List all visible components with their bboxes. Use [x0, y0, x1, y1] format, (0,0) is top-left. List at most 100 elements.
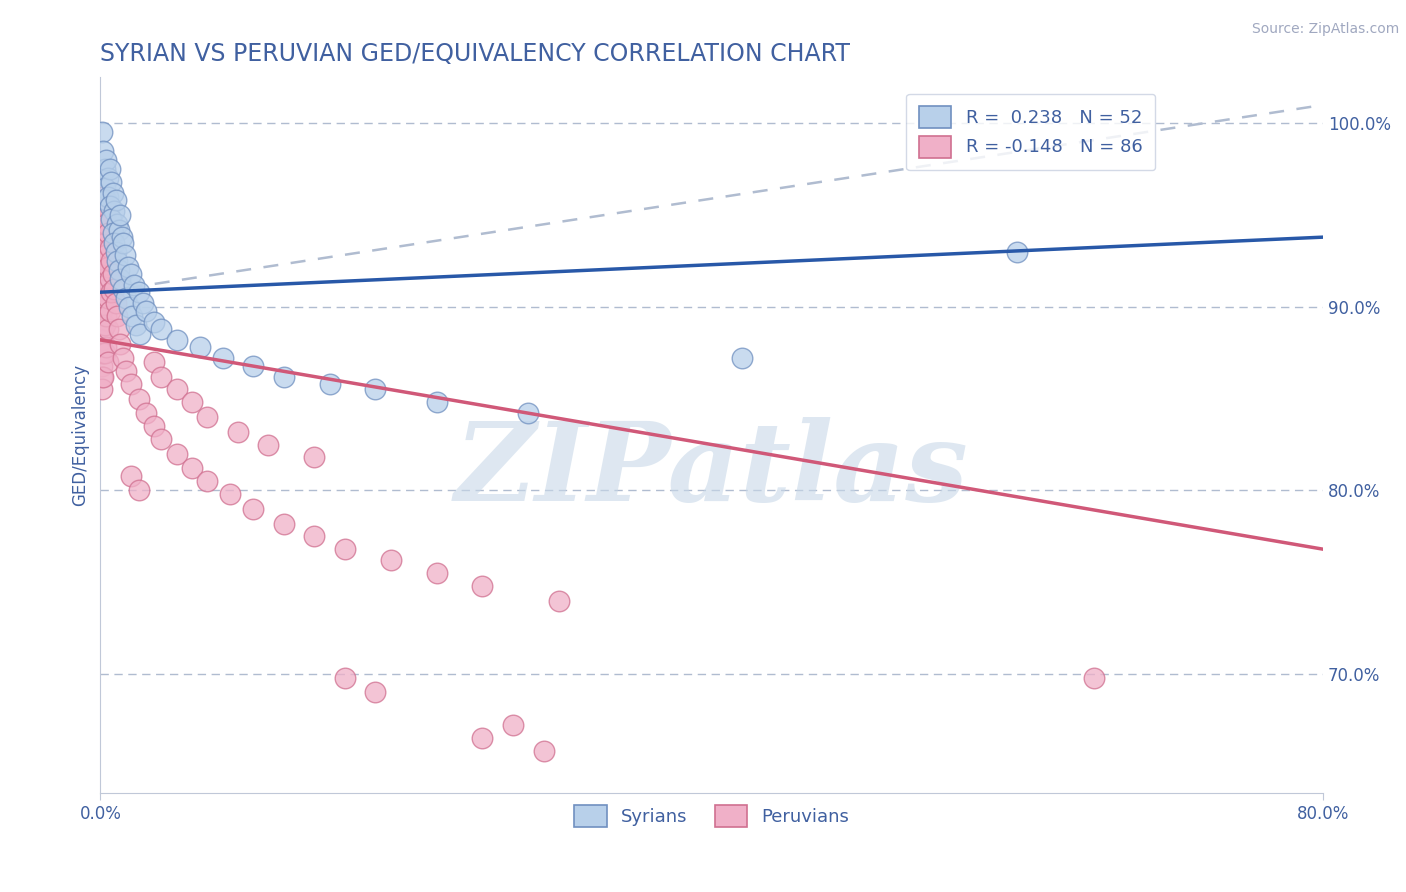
Point	[166, 447, 188, 461]
Point	[97, 171, 120, 186]
Point	[93, 322, 115, 336]
Point	[120, 468, 142, 483]
Point	[128, 285, 150, 300]
Point	[304, 450, 326, 465]
Point	[90, 291, 112, 305]
Point	[118, 300, 141, 314]
Y-axis label: GED/Equivalency: GED/Equivalency	[72, 364, 89, 507]
Point	[242, 501, 264, 516]
Point	[100, 175, 122, 189]
Point	[1083, 671, 1105, 685]
Point	[112, 281, 135, 295]
Point	[548, 593, 571, 607]
Point	[94, 345, 117, 359]
Point	[112, 351, 135, 366]
Point	[318, 376, 340, 391]
Point	[97, 322, 120, 336]
Point	[426, 395, 449, 409]
Point	[93, 369, 115, 384]
Point	[135, 303, 157, 318]
Legend: Syrians, Peruvians: Syrians, Peruvians	[567, 798, 856, 834]
Point	[115, 364, 138, 378]
Point	[93, 217, 115, 231]
Point	[273, 516, 295, 531]
Point	[426, 566, 449, 580]
Point	[150, 322, 173, 336]
Point	[90, 383, 112, 397]
Point	[97, 355, 120, 369]
Point	[90, 248, 112, 262]
Point	[104, 296, 127, 310]
Point	[129, 327, 152, 342]
Point	[98, 272, 121, 286]
Point	[110, 272, 132, 286]
Point	[96, 194, 118, 208]
Point	[471, 731, 494, 746]
Point	[120, 267, 142, 281]
Point	[517, 406, 540, 420]
Point	[94, 318, 117, 333]
Point	[103, 204, 125, 219]
Point	[105, 217, 128, 231]
Point	[96, 277, 118, 292]
Point	[380, 553, 402, 567]
Point	[115, 291, 138, 305]
Point	[90, 333, 112, 347]
Point	[111, 230, 134, 244]
Point	[471, 579, 494, 593]
Point	[132, 296, 155, 310]
Point	[94, 235, 117, 250]
Point	[98, 162, 121, 177]
Text: Source: ZipAtlas.com: Source: ZipAtlas.com	[1251, 22, 1399, 37]
Point	[211, 351, 233, 366]
Point	[105, 254, 128, 268]
Point	[122, 277, 145, 292]
Point	[90, 277, 112, 292]
Point	[90, 303, 112, 318]
Point	[90, 318, 112, 333]
Point	[128, 483, 150, 498]
Point	[104, 244, 127, 259]
Point	[195, 475, 218, 489]
Point	[166, 333, 188, 347]
Point	[121, 309, 143, 323]
Point	[90, 369, 112, 384]
Point	[142, 419, 165, 434]
Point	[128, 392, 150, 406]
Point	[273, 369, 295, 384]
Point	[94, 291, 117, 305]
Point	[100, 285, 122, 300]
Point	[364, 383, 387, 397]
Point	[90, 126, 112, 140]
Point	[110, 208, 132, 222]
Point	[101, 267, 124, 281]
Point	[110, 336, 132, 351]
Point	[150, 369, 173, 384]
Point	[98, 199, 121, 213]
Point	[97, 291, 120, 305]
Point	[502, 718, 524, 732]
Point	[257, 437, 280, 451]
Point	[103, 235, 125, 250]
Point	[97, 260, 120, 274]
Point	[107, 223, 129, 237]
Point	[94, 263, 117, 277]
Point	[101, 186, 124, 200]
Point	[96, 340, 118, 354]
Point	[103, 281, 125, 295]
Point	[150, 432, 173, 446]
Text: ZIPatlas: ZIPatlas	[454, 417, 969, 524]
Point	[93, 300, 115, 314]
Point	[219, 487, 242, 501]
Point	[94, 180, 117, 194]
Point	[100, 254, 122, 268]
Point	[135, 406, 157, 420]
Point	[124, 318, 146, 333]
Point	[114, 248, 136, 262]
Point	[181, 395, 204, 409]
Point	[90, 263, 112, 277]
Point	[97, 190, 120, 204]
Point	[93, 144, 115, 158]
Point	[98, 303, 121, 318]
Point	[97, 227, 120, 241]
